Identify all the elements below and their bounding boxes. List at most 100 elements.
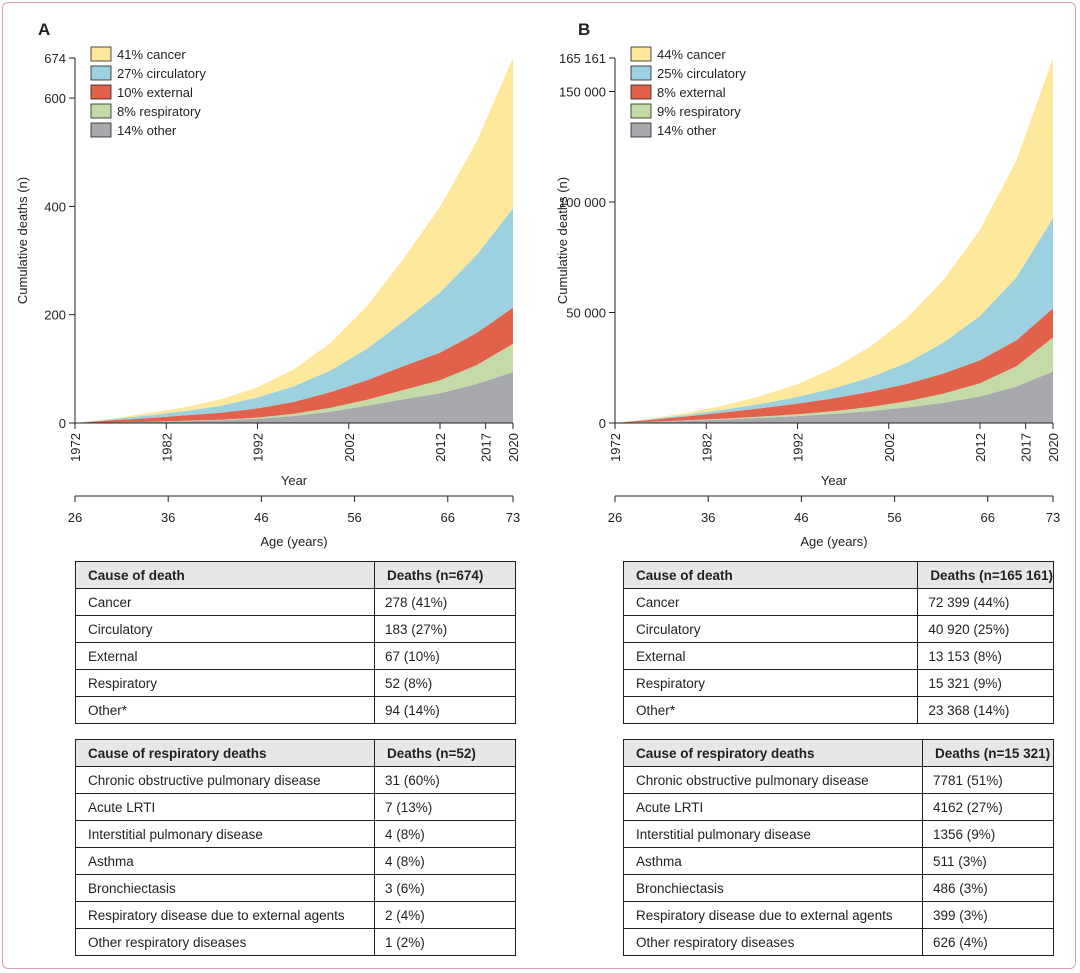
area-external-a xyxy=(75,307,513,423)
respiratory-table-b: Cause of respiratory deaths Deaths (n=15 … xyxy=(623,739,1054,956)
table-row: Bronchiectasis 3 (6%) xyxy=(75,874,516,902)
table-row: Other respiratory diseases 626 (4%) xyxy=(623,928,1054,956)
x-tick-label-b: 2012 xyxy=(973,433,988,462)
age-tick-label-a: 73 xyxy=(506,510,520,525)
cause-cell: Bronchiectasis xyxy=(623,874,923,902)
area-circulatory-a xyxy=(75,208,513,423)
causes-table-b-header-deaths: Deaths (n=165 161) xyxy=(917,561,1054,589)
cause-cell: Circulatory xyxy=(75,615,375,643)
legend-label-circulatory-b: 25% circulatory xyxy=(657,66,746,81)
deaths-cell: 1356 (9%) xyxy=(922,820,1054,848)
deaths-cell: 626 (4%) xyxy=(922,928,1054,956)
x-tick-label-b: 1982 xyxy=(699,433,714,462)
area-respiratory-b xyxy=(615,337,1053,423)
respiratory-table-a-header-deaths: Deaths (n=52) xyxy=(374,739,516,767)
x-tick-label-a: 2020 xyxy=(506,433,521,462)
cause-cell: Circulatory xyxy=(622,615,919,643)
causes-table-b: Cause of death Deaths (n=165 161) Cancer 72… xyxy=(622,561,1054,724)
cause-cell: Bronchiectasis xyxy=(75,874,375,902)
legend-swatch-circulatory-b xyxy=(630,65,652,81)
legend-swatch-other-a xyxy=(90,122,112,138)
causes-table-a-header-row: Cause of death Deaths (n=674) xyxy=(75,561,516,589)
respiratory-table-b-header-cause: Cause of respiratory deaths xyxy=(623,739,923,767)
causes-table-b-header-cause: Cause of death xyxy=(622,561,919,589)
legend-label-respiratory-a: 8% respiratory xyxy=(117,104,201,119)
legend-swatch-respiratory-a xyxy=(90,103,112,119)
legend-swatch-cancer-b xyxy=(630,46,652,62)
cause-cell: Cancer xyxy=(75,588,375,616)
y-axis-title-b: Cumulative deaths (n) xyxy=(555,177,570,304)
table-row: Respiratory 52 (8%) xyxy=(75,669,516,697)
legend-label-external-b: 8% external xyxy=(657,85,726,100)
legend-label-external-a: 10% external xyxy=(117,85,193,100)
respiratory-table-b-header-deaths: Deaths (n=15 321) xyxy=(922,739,1054,767)
deaths-cell: 1 (2%) xyxy=(374,928,516,956)
legend-label-other-b: 14% other xyxy=(657,123,717,138)
deaths-cell: 72 399 (44%) xyxy=(917,588,1054,616)
deaths-cell: 94 (14%) xyxy=(374,696,516,724)
deaths-cell: 7781 (51%) xyxy=(922,766,1054,794)
deaths-cell: 67 (10%) xyxy=(374,642,516,670)
table-row: Cancer 278 (41%) xyxy=(75,588,516,616)
cause-cell: Asthma xyxy=(623,847,923,875)
chart-panel-b: B 0 50 000 100 000 150 000 165 161 Cumulative … xyxy=(555,20,1061,549)
legend-swatch-cancer-a xyxy=(90,46,112,62)
y-tick-label-b: 0 xyxy=(599,416,606,431)
panel-letter-b: B xyxy=(578,20,590,39)
cause-cell: Respiratory disease due to external agen… xyxy=(623,901,923,929)
x-tick-label-a: 2017 xyxy=(479,433,494,462)
cause-cell: Other respiratory diseases xyxy=(623,928,923,956)
age-tick-label-a: 26 xyxy=(68,510,82,525)
deaths-cell: 4162 (27%) xyxy=(922,793,1054,821)
respiratory-table-b-header-row: Cause of respiratory deaths Deaths (n=15 … xyxy=(623,739,1054,767)
age-tick-label-b: 26 xyxy=(608,510,622,525)
cause-cell: Other* xyxy=(75,696,375,724)
table-row: Chronic obstructive pulmonary disease 31 … xyxy=(75,766,516,794)
respiratory-table-a-header-row: Cause of respiratory deaths Deaths (n=52) xyxy=(75,739,516,767)
x-tick-label-b: 2002 xyxy=(882,433,897,462)
x-tick-label-a: 1972 xyxy=(68,433,83,462)
table-row: Respiratory disease due to external agen… xyxy=(623,901,1054,929)
x-tick-label-b: 1972 xyxy=(608,433,623,462)
deaths-cell: 52 (8%) xyxy=(374,669,516,697)
table-row: Cancer 72 399 (44%) xyxy=(622,588,1054,616)
table-row: Asthma 511 (3%) xyxy=(623,847,1054,875)
y-tick-label-b: 165 161 xyxy=(559,51,606,66)
x-tick-label-a: 2002 xyxy=(342,433,357,462)
x-tick-label-a: 1982 xyxy=(159,433,174,462)
legend-label-cancer-b: 44% cancer xyxy=(657,47,726,62)
legend-swatch-circulatory-a xyxy=(90,65,112,81)
legend-label-respiratory-b: 9% respiratory xyxy=(657,104,741,119)
causes-table-a-header-cause: Cause of death xyxy=(75,561,375,589)
deaths-cell: 486 (3%) xyxy=(922,874,1054,902)
x-tick-label-a: 2012 xyxy=(433,433,448,462)
age-tick-label-b: 56 xyxy=(887,510,901,525)
age-tick-label-a: 36 xyxy=(161,510,175,525)
table-row: External 67 (10%) xyxy=(75,642,516,670)
deaths-cell: 31 (60%) xyxy=(374,766,516,794)
table-row: Acute LRTI 7 (13%) xyxy=(75,793,516,821)
age-axis-title-a: Age (years) xyxy=(260,534,327,549)
deaths-cell: 15 321 (9%) xyxy=(917,669,1054,697)
x-tick-label-b: 1992 xyxy=(791,433,806,462)
deaths-cell: 7 (13%) xyxy=(374,793,516,821)
panel-letter-a: A xyxy=(38,20,50,39)
deaths-cell: 4 (8%) xyxy=(374,820,516,848)
respiratory-table-a: Cause of respiratory deaths Deaths (n=52)… xyxy=(75,739,516,956)
table-row: Interstitial pulmonary disease 1356 (9%) xyxy=(623,820,1054,848)
age-tick-label-b: 66 xyxy=(981,510,995,525)
legend-label-cancer-a: 41% cancer xyxy=(117,47,186,62)
table-row: Other* 23 368 (14%) xyxy=(622,696,1054,724)
cause-cell: Respiratory disease due to external agen… xyxy=(75,901,375,929)
cause-cell: Interstitial pulmonary disease xyxy=(75,820,375,848)
deaths-cell: 399 (3%) xyxy=(922,901,1054,929)
y-tick-label-a: 0 xyxy=(59,416,66,431)
legend-swatch-respiratory-b xyxy=(630,103,652,119)
causes-table-a-header-deaths: Deaths (n=674) xyxy=(374,561,516,589)
cause-cell: Other* xyxy=(622,696,919,724)
area-circulatory-b xyxy=(615,218,1053,423)
area-other-a xyxy=(75,372,513,423)
deaths-cell: 511 (3%) xyxy=(922,847,1054,875)
legend-swatch-external-b xyxy=(630,84,652,100)
x-tick-label-a: 1992 xyxy=(251,433,266,462)
